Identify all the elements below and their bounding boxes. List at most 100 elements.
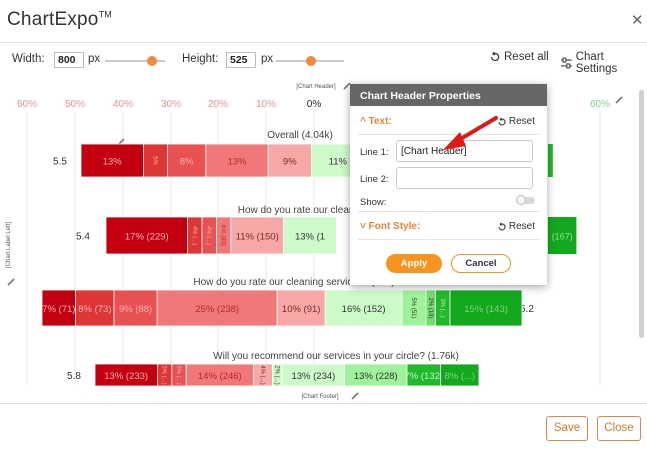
bar-segment: [142, 143, 168, 178]
segment-label: 13%: [227, 157, 247, 168]
text-reset-label: Reset: [508, 116, 535, 127]
bar-segment: [230, 216, 285, 255]
segment-label: 3% (...): [161, 365, 167, 384]
save-button[interactable]: Save: [546, 416, 588, 441]
row-title: How do you rate our cleanin: [238, 205, 363, 216]
reset-all-label: Reset all: [504, 51, 549, 63]
segment-label: 13% (1: [295, 232, 325, 243]
bar-segment: [283, 216, 337, 255]
bar-segment: [166, 143, 207, 178]
segment-label: 5%: [151, 156, 157, 165]
height-slider-knob[interactable]: [306, 56, 317, 66]
cancel-button[interactable]: Cancel: [451, 254, 511, 273]
row-left-value: 5.8: [67, 371, 81, 382]
row-title: Overall (4.04k): [267, 130, 333, 141]
segment-label: 13% (234): [291, 371, 335, 382]
reset-icon: [498, 117, 506, 125]
text-section-label: Text:: [368, 116, 392, 127]
font-reset-button[interactable]: Reset: [497, 221, 535, 232]
text-section-toggle[interactable]: ^ Text:: [360, 116, 392, 127]
height-input[interactable]: [226, 52, 256, 68]
divider: [358, 239, 539, 240]
divider: [358, 211, 539, 212]
segment-label: 15% (143): [464, 304, 508, 315]
height-label: Height:: [182, 53, 219, 65]
divider: [358, 134, 539, 135]
chart-header-properties-panel: Chart Header Properties ^ Text: Reset Li…: [350, 84, 547, 285]
segment-label: 9%: [283, 157, 297, 168]
segment-label: 8%: [180, 157, 194, 168]
bar-segment: [440, 363, 480, 387]
row-left-value: 5.5: [53, 157, 67, 168]
bar-segment: [41, 289, 76, 327]
close-icon[interactable]: ✕: [631, 12, 644, 29]
divider: [0, 403, 647, 404]
row-title: How do you rate our cleaning services? (…: [193, 277, 394, 288]
segment-label: 11%: [329, 157, 348, 168]
segment-label: 7% (132): [405, 371, 444, 382]
width-slider-knob[interactable]: [146, 56, 157, 66]
segment-label: 6% (83): [220, 225, 226, 246]
bar-segment: [105, 216, 188, 255]
title-bar: ChartExpoTM ✕: [0, 0, 647, 42]
edit-pencil-icon: [351, 392, 359, 400]
trademark: TM: [98, 9, 112, 20]
segment-label: 10% (91): [282, 304, 321, 315]
show-toggle[interactable]: [516, 195, 535, 205]
line1-input[interactable]: [396, 140, 533, 162]
segment-label: 4% (...): [205, 226, 211, 245]
edit-pencil-icon: [615, 96, 623, 104]
segment-label: 4% (...): [191, 226, 197, 245]
chart-footer-tag: [Chart Footer]: [301, 394, 338, 400]
width-label: Width:: [12, 53, 45, 65]
chart-settings-button[interactable]: Chart Settings: [560, 51, 647, 75]
width-unit: px: [88, 53, 101, 65]
axis-tick-label: 20%: [208, 99, 228, 110]
app-brand: ChartExpoTM: [7, 9, 112, 31]
bar-segment: [401, 289, 427, 327]
chart-settings-label: Chart Settings: [575, 51, 618, 75]
bar-segment: [267, 143, 312, 178]
edit-pencil-icon: [7, 278, 15, 286]
show-label: Show:: [360, 197, 387, 208]
chart-label-left-tag: [Chart Label Left]: [6, 222, 12, 268]
divider: [0, 42, 647, 43]
font-style-section-toggle[interactable]: ˅ Font Style:: [360, 221, 420, 232]
sliders-icon: [560, 57, 572, 69]
font-style-label: Font Style:: [368, 221, 421, 232]
text-reset-button[interactable]: Reset: [497, 116, 535, 127]
edit-pencil-icon: [343, 82, 351, 90]
scrollbar[interactable]: [639, 90, 644, 338]
line2-input[interactable]: [396, 167, 533, 189]
width-slider[interactable]: [105, 56, 165, 66]
width-input[interactable]: [54, 52, 84, 68]
segment-label: 9% (88): [119, 304, 152, 315]
reset-icon: [498, 222, 506, 230]
row-right-value: 5.2: [520, 304, 534, 315]
scrollbar-thumb[interactable]: [639, 90, 644, 338]
height-slider[interactable]: [276, 56, 344, 66]
segment-label: 13%: [103, 157, 123, 168]
segment-label: 3% (...): [175, 365, 181, 384]
segment-label: 8% (73): [78, 304, 111, 315]
apply-button[interactable]: Apply: [386, 254, 442, 273]
row-title: Will you recommend our services in your …: [213, 351, 459, 362]
segment-label: 13% (233): [104, 371, 148, 382]
close-button[interactable]: Close: [597, 416, 641, 441]
axis-tick-label: 60%: [17, 99, 37, 110]
axis-tick-label: 0%: [307, 99, 322, 110]
segment-label: 25% (238): [195, 304, 239, 315]
segment-label: 5% (51): [410, 297, 416, 318]
toolbar: Width: px Height: px Reset all Chart Set…: [0, 44, 647, 75]
segment-label: 14% (246): [198, 371, 242, 382]
segment-label: 2% (19): [427, 297, 433, 318]
reset-all-button[interactable]: Reset all: [489, 51, 549, 63]
segment-label: 4% (...): [259, 365, 265, 384]
bar-segment: [324, 289, 403, 327]
line2-label: Line 2:: [360, 174, 389, 185]
segment-label: 11% (150): [236, 232, 279, 243]
line1-label: Line 1:: [360, 147, 389, 158]
chevron-up-icon: ^: [360, 116, 369, 127]
panel-title: Chart Header Properties: [350, 84, 547, 106]
